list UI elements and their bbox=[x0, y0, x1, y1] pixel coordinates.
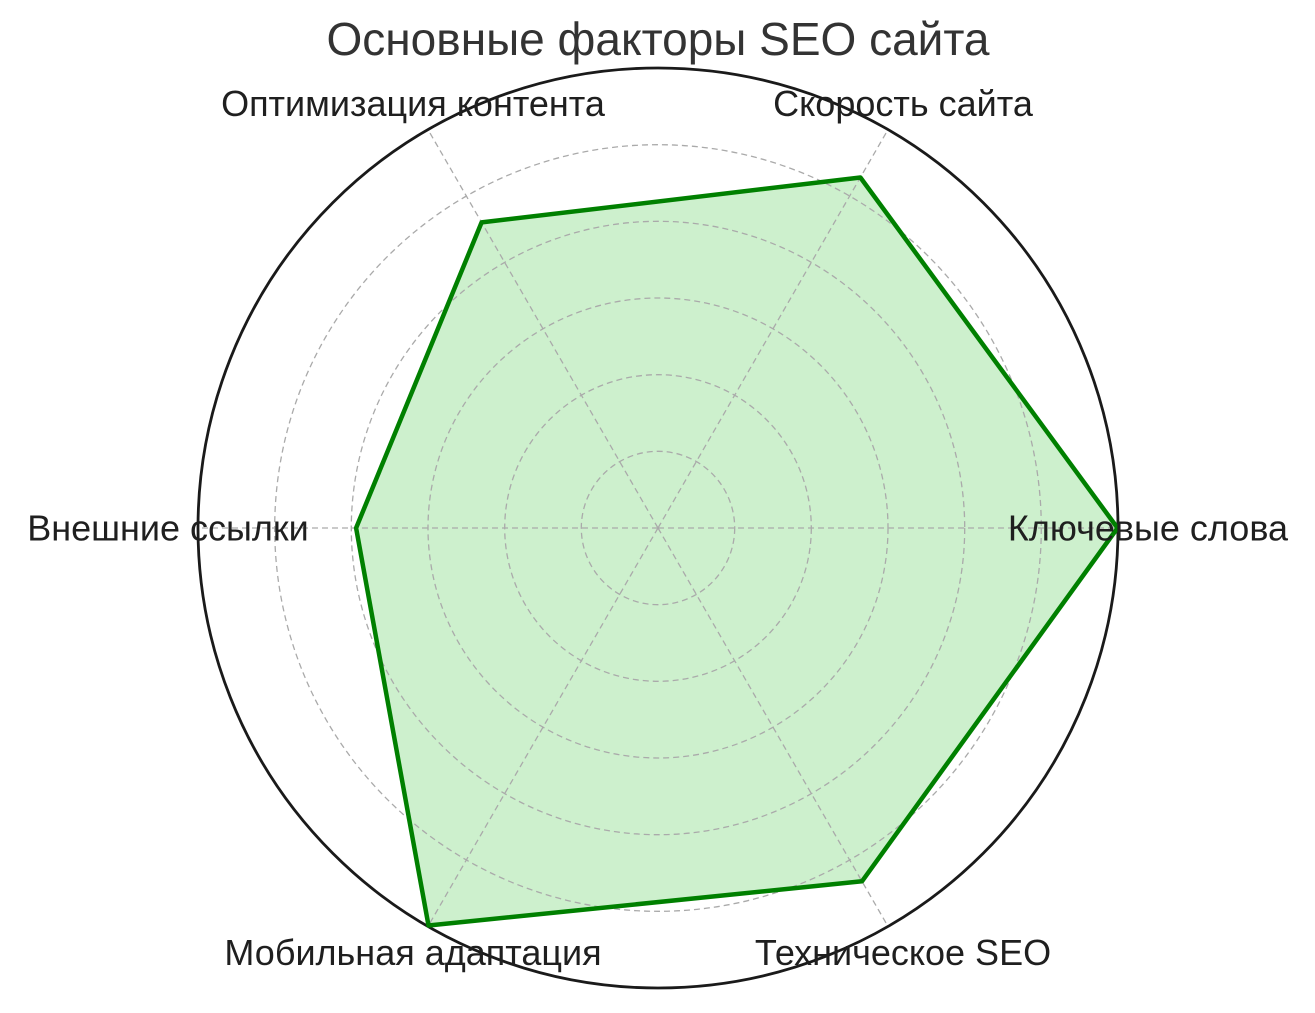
svg-text:Основные факторы SEO сайта: Основные факторы SEO сайта bbox=[326, 13, 989, 65]
svg-text:Техническое SEO: Техническое SEO bbox=[755, 932, 1051, 973]
svg-text:Оптимизация контента: Оптимизация контента bbox=[221, 83, 606, 124]
svg-text:Внешние ссылки: Внешние ссылки bbox=[27, 508, 309, 549]
svg-text:Скорость сайта: Скорость сайта bbox=[773, 83, 1034, 124]
svg-text:Мобильная адаптация: Мобильная адаптация bbox=[224, 932, 601, 973]
svg-text:Ключевые слова: Ключевые слова bbox=[1008, 508, 1289, 549]
